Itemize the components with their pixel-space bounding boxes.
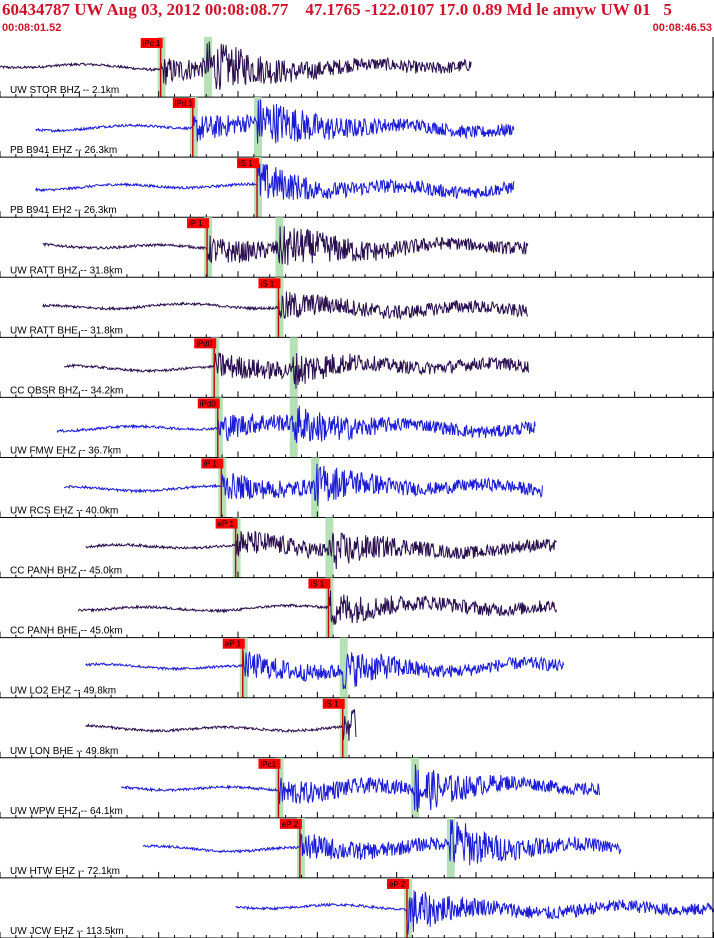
waveform [0,41,472,90]
station-label: UW LO2 EHZ -- 49.8km [10,686,116,697]
waveform [42,291,529,320]
header: 60434787 UW Aug 03, 2012 00:08:08.77 47.… [0,0,714,37]
station-label: CC OBSR BHZ -- 34.2km [10,385,123,396]
p-window-band [339,697,348,758]
waveform [142,819,622,866]
trace-panel: eP 2 UW JCW EHZ -- 113.5km [0,877,714,938]
trace-panel: iPd 1 PB B941 EHZ -- 26.3km [0,97,714,158]
p-window-band [254,157,263,218]
station-label: CC PANH BHZ -- 45.0km [10,566,122,577]
time-end-label: 00:08:46.53 [652,22,712,34]
station-label: UW WPW EHZ -- 64.1km [10,806,123,817]
station-label: UW STOR BHZ -- 2.1km [10,85,119,96]
trace-panel: iS 1 CC PANH BHE -- 45.0km [0,577,714,639]
s-window-band [339,637,348,698]
trace-panel: iS 1 UW LON BHE -- 49.8km [0,697,714,759]
pick-label: iPc1 [260,760,276,769]
event-title: 60434787 UW Aug 03, 2012 00:08:08.77 47.… [2,0,672,19]
trace-panel: eP 1 UW LO2 EHZ -- 49.8km [0,637,714,699]
station-label: UW FMW EHZ -- 36.7km [10,445,121,456]
pick-label: eP 2 [389,880,406,889]
pick-box [140,38,163,48]
pick-label: eP 1 [225,640,242,649]
pick-box [215,518,238,529]
pick-box [201,458,224,469]
pick-box [237,158,260,169]
trace-panel: iPc1 UW WPW EHZ -- 64.1km [0,757,714,819]
pick-label: iS 1 [260,279,274,288]
pick-label: iS 1 [325,700,339,709]
pick-box [258,278,281,289]
waveform [35,99,515,144]
waveform [63,352,529,389]
pick-box [308,578,331,589]
waveform [85,530,557,570]
pick-label: iPc 1 [143,39,161,48]
pick-box [187,218,210,229]
pick-label: iS 1 [239,159,253,168]
station-label: CC PANH BHE -- 45.0km [10,626,123,637]
station-label: UW RATT BHZ -- 31.8km [10,265,122,276]
pick-label: iPd0 [200,399,217,408]
pick-box [258,758,281,769]
waveform [35,163,515,200]
pick-label: iP 1 [203,459,217,468]
trace-panel: iPd0 CC OBSR BHZ -- 34.2km [0,337,714,398]
waveform [56,405,536,443]
p-window-band [325,577,334,638]
trace-panel: iPd0 UW FMW EHZ -- 36.7km [0,397,714,458]
trace-panel: eP 2 UW HTW EHZ -- 72.1km [0,817,714,879]
pick-label: iP 1 [189,219,203,228]
time-start-label: 00:08:01.52 [2,22,62,34]
station-label: UW LON BHE -- 49.8km [10,746,118,757]
pick-label: iPd 1 [175,99,194,108]
waveform [42,226,529,266]
station-label: PB B941 EH2 -- 26.3km [10,205,117,216]
seismogram-plot: iPc 1 UW STOR BHZ -- 2.1km iPd 1 PB B941 EH… [0,37,714,938]
waveform [235,890,714,935]
pick-box [386,878,409,889]
s-window-band [311,457,320,518]
trace-panel: iPc 1 UW STOR BHZ -- 2.1km [0,37,714,98]
trace-panel: eP 1 CC PANH BHZ -- 45.0km [0,517,714,579]
pick-label: iS 1 [310,580,324,589]
pick-box [197,398,220,409]
trace-panel: iP 1 UW RCS EHZ -- 40.0km [0,457,714,519]
station-label: UW HTW EHZ -- 72.1km [10,866,120,877]
waveform [78,590,558,625]
pick-box [222,638,245,649]
station-label: PB B941 EHZ -- 26.3km [10,145,117,156]
station-label: UW RATT BHE -- 31.8km [10,325,123,336]
trace-panel: iS 1 PB B941 EH2 -- 26.3km [0,157,714,218]
trace-panel: iS 1 UW RATT BHE -- 31.8km [0,277,714,338]
p-window-band [403,877,412,938]
pick-label: eP 2 [282,820,299,829]
station-label: UW RCS EHZ -- 40.0km [10,506,118,517]
p-window-band [211,337,220,398]
waveform [64,463,543,507]
waveform [85,709,357,741]
pick-box [172,98,195,109]
p-window-band [296,817,305,878]
waveform [121,764,600,813]
p-window-band [218,457,227,518]
trace-panel: iP 1 UW RATT BHZ -- 31.8km [0,217,714,278]
station-label: UW JCW EHZ -- 113.5km [10,926,124,937]
pick-box [322,698,345,709]
pick-label: iPd0 [196,339,213,348]
p-window-band [275,757,284,818]
pick-box [194,338,217,349]
pick-box [279,818,302,829]
waveform [85,650,565,690]
pick-label: eP 1 [218,520,235,529]
p-window-band [189,97,198,158]
p-window-band [204,217,213,278]
